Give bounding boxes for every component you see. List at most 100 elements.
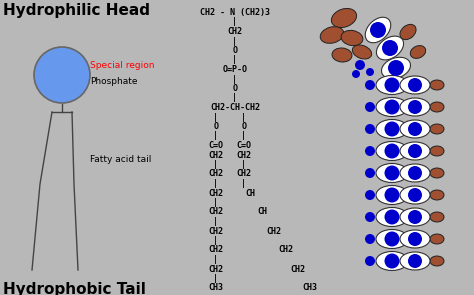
Text: |: |: [213, 112, 219, 122]
Text: CH2 - N (CH2)3: CH2 - N (CH2)3: [200, 8, 270, 17]
Ellipse shape: [352, 45, 372, 59]
Text: Phosphate: Phosphate: [90, 78, 137, 86]
Circle shape: [365, 212, 375, 222]
Circle shape: [365, 190, 375, 200]
Text: CH2: CH2: [279, 245, 293, 255]
Ellipse shape: [376, 186, 408, 204]
Text: CH2: CH2: [209, 245, 224, 255]
Ellipse shape: [320, 27, 344, 43]
Text: CH2: CH2: [237, 170, 252, 178]
Text: |: |: [213, 217, 219, 226]
Circle shape: [384, 188, 400, 202]
Circle shape: [366, 68, 374, 76]
Circle shape: [352, 70, 360, 78]
Ellipse shape: [400, 252, 430, 270]
Ellipse shape: [376, 98, 408, 117]
Text: CH: CH: [245, 189, 255, 197]
Text: CH2: CH2: [209, 207, 224, 217]
Text: Special region: Special region: [90, 61, 155, 71]
Text: CH2: CH2: [209, 170, 224, 178]
Ellipse shape: [376, 119, 408, 138]
Ellipse shape: [430, 102, 444, 112]
Text: CH2: CH2: [209, 227, 224, 235]
Text: O: O: [213, 122, 219, 131]
Circle shape: [382, 40, 398, 56]
Ellipse shape: [430, 146, 444, 156]
Circle shape: [384, 143, 400, 158]
Circle shape: [388, 60, 404, 76]
Circle shape: [408, 78, 422, 92]
Text: |: |: [213, 236, 219, 245]
Text: CH2: CH2: [209, 265, 224, 273]
Ellipse shape: [365, 17, 391, 43]
Ellipse shape: [331, 9, 356, 27]
Text: O=P-O: O=P-O: [222, 65, 247, 74]
Text: |: |: [233, 75, 237, 83]
Ellipse shape: [400, 120, 430, 138]
Text: |: |: [213, 160, 219, 169]
Ellipse shape: [382, 57, 410, 79]
Text: |: |: [213, 132, 219, 140]
Circle shape: [384, 232, 400, 247]
Circle shape: [365, 146, 375, 156]
Text: |: |: [233, 17, 237, 27]
Text: O: O: [233, 84, 237, 93]
Ellipse shape: [400, 24, 416, 40]
Circle shape: [365, 168, 375, 178]
Circle shape: [365, 80, 375, 90]
Circle shape: [365, 234, 375, 244]
Text: Hydrophilic Head: Hydrophilic Head: [3, 3, 150, 18]
Text: C=O: C=O: [209, 141, 224, 150]
Text: CH2-CH-CH2: CH2-CH-CH2: [210, 103, 260, 112]
Ellipse shape: [430, 234, 444, 244]
Text: CH2: CH2: [209, 189, 224, 197]
Ellipse shape: [376, 76, 408, 94]
Ellipse shape: [400, 164, 430, 182]
Text: |: |: [233, 37, 237, 45]
Ellipse shape: [430, 168, 444, 178]
Circle shape: [408, 232, 422, 246]
Ellipse shape: [400, 186, 430, 204]
Ellipse shape: [400, 76, 430, 94]
Circle shape: [370, 22, 386, 38]
Ellipse shape: [410, 46, 426, 58]
Ellipse shape: [376, 142, 408, 160]
Text: |: |: [213, 179, 219, 188]
Text: |: |: [241, 179, 246, 188]
Circle shape: [365, 102, 375, 112]
Text: CH2: CH2: [291, 265, 306, 273]
Ellipse shape: [430, 212, 444, 222]
Text: |: |: [233, 55, 237, 65]
Ellipse shape: [430, 124, 444, 134]
Text: O: O: [241, 122, 246, 131]
Text: CH2: CH2: [209, 150, 224, 160]
Ellipse shape: [400, 98, 430, 116]
Ellipse shape: [376, 252, 408, 271]
Ellipse shape: [430, 80, 444, 90]
Ellipse shape: [376, 163, 408, 183]
Ellipse shape: [376, 230, 408, 248]
Text: |: |: [241, 132, 246, 140]
Circle shape: [408, 144, 422, 158]
Circle shape: [408, 254, 422, 268]
Circle shape: [384, 165, 400, 181]
Text: O: O: [233, 46, 237, 55]
Circle shape: [384, 99, 400, 114]
Circle shape: [384, 209, 400, 224]
Text: Fatty acid tail: Fatty acid tail: [90, 155, 151, 165]
Text: |: |: [213, 255, 219, 264]
Ellipse shape: [400, 142, 430, 160]
Circle shape: [365, 124, 375, 134]
Ellipse shape: [332, 48, 352, 62]
Ellipse shape: [376, 207, 408, 227]
Text: CH3: CH3: [302, 283, 318, 293]
Circle shape: [384, 253, 400, 268]
Circle shape: [408, 188, 422, 202]
Circle shape: [365, 256, 375, 266]
Text: CH2: CH2: [237, 150, 252, 160]
Ellipse shape: [400, 208, 430, 226]
Ellipse shape: [430, 190, 444, 200]
Text: CH2: CH2: [266, 227, 282, 235]
Circle shape: [408, 210, 422, 224]
Circle shape: [355, 60, 365, 70]
